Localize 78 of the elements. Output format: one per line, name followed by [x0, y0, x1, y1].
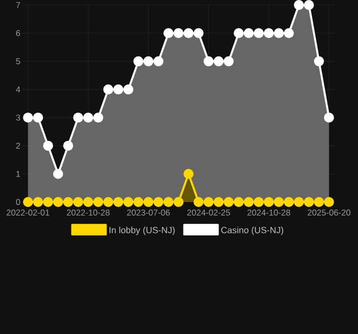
x-tick-label: 2022-02-01 — [6, 210, 50, 216]
point — [314, 197, 324, 207]
point — [53, 168, 64, 179]
y-tick-label: 2 — [16, 142, 20, 149]
y-tick-label: 7 — [16, 2, 20, 8]
point — [294, 197, 304, 207]
y-tick-label: 3 — [16, 114, 20, 121]
point — [93, 112, 104, 123]
point — [143, 56, 154, 66]
point — [254, 197, 264, 207]
y-tick-label: 0 — [16, 198, 20, 205]
point — [143, 197, 154, 207]
point — [284, 28, 294, 38]
point — [43, 197, 54, 207]
point — [214, 56, 224, 66]
point — [123, 197, 134, 207]
legend-label: In lobby (US-NJ) — [110, 226, 175, 236]
point — [153, 56, 164, 66]
point — [214, 197, 224, 207]
point — [103, 197, 114, 207]
point — [83, 197, 94, 207]
point — [63, 140, 74, 151]
point — [304, 0, 314, 10]
point — [43, 140, 54, 151]
x-tick-label: 2024-10-28 — [247, 210, 290, 216]
point — [123, 84, 134, 94]
point — [244, 197, 254, 207]
point — [103, 84, 114, 94]
point — [153, 197, 164, 207]
point — [184, 28, 194, 38]
point — [93, 197, 104, 207]
point — [264, 197, 274, 207]
point — [294, 0, 304, 10]
point — [113, 84, 124, 94]
point — [234, 28, 244, 38]
point — [324, 112, 334, 123]
point — [324, 197, 334, 207]
x-tick-label: 2025-06-20 — [308, 210, 350, 216]
point — [194, 197, 204, 207]
point — [33, 197, 44, 207]
point — [204, 197, 214, 207]
point — [244, 28, 254, 38]
point — [264, 28, 274, 38]
legend-label: Casino (US-NJ) — [221, 226, 284, 236]
point — [314, 56, 324, 66]
point — [163, 28, 174, 38]
point — [23, 112, 34, 123]
point — [174, 197, 184, 207]
point — [83, 112, 94, 123]
point — [63, 197, 74, 207]
point — [163, 197, 174, 207]
point — [194, 28, 204, 38]
point — [204, 56, 214, 66]
point — [33, 112, 44, 123]
point — [73, 112, 84, 123]
point — [133, 197, 144, 207]
point — [284, 197, 294, 207]
point — [184, 168, 194, 179]
y-tick-label: 6 — [16, 30, 20, 36]
point — [53, 197, 64, 207]
point — [73, 197, 84, 207]
point — [274, 28, 284, 38]
point — [133, 56, 144, 66]
point — [274, 197, 284, 207]
y-tick-label: 1 — [16, 170, 20, 177]
point — [224, 197, 234, 207]
y-tick-label: 4 — [16, 86, 20, 92]
x-tick-label: 2022-10-28 — [66, 210, 110, 216]
y-tick-label: 5 — [16, 58, 20, 64]
point — [234, 197, 244, 207]
x-tick-label: 2023-07-06 — [127, 210, 170, 216]
point — [174, 28, 184, 38]
point — [23, 197, 34, 207]
point — [254, 28, 264, 38]
point — [113, 197, 124, 207]
x-tick-label: 2024-02-25 — [187, 210, 230, 216]
point — [304, 197, 314, 207]
point — [224, 56, 234, 66]
